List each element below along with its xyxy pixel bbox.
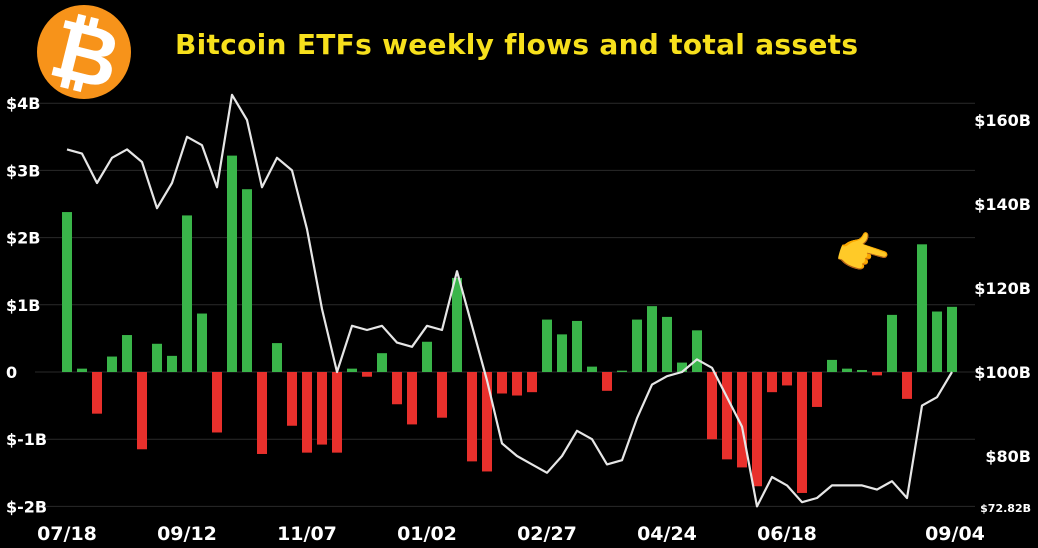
flow-bar-1 bbox=[77, 368, 87, 372]
left-tick-label-5: $-1B bbox=[6, 430, 47, 449]
flow-bar-56 bbox=[902, 372, 912, 399]
flow-bar-41 bbox=[677, 362, 687, 372]
x-tick-label-2: 11/07 bbox=[277, 523, 337, 545]
flow-bar-25 bbox=[437, 372, 447, 418]
flow-bar-26 bbox=[452, 277, 462, 372]
flow-bar-0 bbox=[62, 212, 72, 372]
x-tick-label-4: 02/27 bbox=[517, 523, 577, 545]
flow-bar-8 bbox=[182, 215, 192, 372]
x-tick-label-1: 09/12 bbox=[157, 523, 217, 545]
flow-bar-24 bbox=[422, 341, 432, 372]
flow-bar-48 bbox=[782, 372, 792, 386]
flow-bar-18 bbox=[332, 372, 342, 453]
left-tick-label-2: $2B bbox=[6, 229, 40, 248]
flow-bar-19 bbox=[347, 368, 357, 372]
flow-bar-51 bbox=[827, 359, 837, 372]
weekly-flow-bars bbox=[62, 155, 957, 493]
flow-bar-47 bbox=[767, 372, 777, 393]
right-tick-label-1: $140B bbox=[974, 195, 1031, 214]
bitcoin-logo-icon: ₿ bbox=[37, 4, 131, 100]
flow-bar-49 bbox=[797, 372, 807, 493]
x-tick-label-7: 09/04 bbox=[925, 523, 985, 545]
flow-bar-28 bbox=[482, 372, 492, 472]
flow-bar-13 bbox=[257, 372, 267, 454]
x-tick-label-3: 01/02 bbox=[397, 523, 457, 545]
flow-bar-3 bbox=[107, 356, 117, 372]
flow-bar-46 bbox=[752, 372, 762, 487]
flow-bar-32 bbox=[542, 319, 552, 372]
flow-bar-57 bbox=[917, 244, 927, 372]
pointing-hand-icon: 👉 bbox=[829, 222, 897, 281]
right-tick-label-5: $72.82B bbox=[980, 502, 1031, 515]
right-axis-labels: $160B $140B $120B $100B $80B $72.82B bbox=[974, 111, 1031, 515]
flow-bar-45 bbox=[737, 372, 747, 468]
flow-bar-21 bbox=[377, 353, 387, 372]
flow-bar-4 bbox=[122, 335, 132, 372]
flow-bar-50 bbox=[812, 372, 822, 407]
flow-bar-14 bbox=[272, 343, 282, 372]
left-tick-label-3: $1B bbox=[6, 296, 40, 315]
right-tick-label-3: $100B bbox=[974, 363, 1031, 382]
flow-bar-9 bbox=[197, 313, 207, 372]
x-tick-label-0: 07/18 bbox=[37, 523, 97, 545]
flow-bar-10 bbox=[212, 372, 222, 433]
x-axis-labels: 07/18 09/12 11/07 01/02 02/27 04/24 06/18 09/04 bbox=[37, 523, 985, 545]
flow-bar-12 bbox=[242, 189, 252, 372]
flow-bar-43 bbox=[707, 372, 717, 440]
flow-bar-15 bbox=[287, 372, 297, 426]
flow-bar-42 bbox=[692, 330, 702, 372]
flow-bar-27 bbox=[467, 372, 477, 462]
flow-bar-38 bbox=[632, 319, 642, 372]
left-tick-label-0: $4B bbox=[6, 94, 40, 113]
pointer-glyph: 👉 bbox=[829, 222, 897, 281]
flow-bar-54 bbox=[872, 372, 882, 376]
flow-bar-52 bbox=[842, 368, 852, 372]
left-tick-label-6: $-2B bbox=[6, 497, 47, 516]
flow-bar-16 bbox=[302, 372, 312, 453]
flow-bar-17 bbox=[317, 372, 327, 445]
x-tick-label-5: 04/24 bbox=[637, 523, 697, 545]
flow-bar-35 bbox=[587, 366, 597, 372]
right-tick-label-4: $80B bbox=[985, 447, 1031, 466]
flow-bar-59 bbox=[947, 306, 957, 372]
flow-bar-30 bbox=[512, 372, 522, 396]
flow-bar-36 bbox=[602, 372, 612, 391]
chart-title: Bitcoin ETFs weekly flows and total asse… bbox=[175, 28, 859, 61]
flow-bar-20 bbox=[362, 372, 372, 377]
flow-bar-2 bbox=[92, 372, 102, 414]
flow-bar-11 bbox=[227, 155, 237, 372]
flow-bar-22 bbox=[392, 372, 402, 405]
total-assets-line bbox=[66, 93, 953, 508]
flow-bar-33 bbox=[557, 334, 567, 372]
flow-bar-34 bbox=[572, 320, 582, 372]
flow-bar-23 bbox=[407, 372, 417, 425]
flow-bar-31 bbox=[527, 372, 537, 393]
flow-bar-39 bbox=[647, 306, 657, 372]
flow-bar-40 bbox=[662, 316, 672, 372]
flow-bar-7 bbox=[167, 355, 177, 372]
flow-bar-53 bbox=[857, 369, 867, 372]
left-tick-label-4: 0 bbox=[6, 363, 17, 382]
flow-bar-5 bbox=[137, 372, 147, 450]
flow-bar-37 bbox=[617, 370, 627, 372]
right-tick-label-2: $120B bbox=[974, 279, 1031, 298]
left-tick-label-1: $3B bbox=[6, 161, 40, 180]
flow-bar-29 bbox=[497, 372, 507, 394]
x-tick-label-6: 06/18 bbox=[757, 523, 817, 545]
left-axis-labels: $4B $3B $2B $1B 0 $-1B $-2B bbox=[6, 94, 47, 516]
flow-bar-58 bbox=[932, 311, 942, 372]
flow-bar-44 bbox=[722, 372, 732, 460]
flow-bar-55 bbox=[887, 314, 897, 372]
flow-bar-6 bbox=[152, 343, 162, 372]
right-tick-label-0: $160B bbox=[974, 111, 1031, 130]
